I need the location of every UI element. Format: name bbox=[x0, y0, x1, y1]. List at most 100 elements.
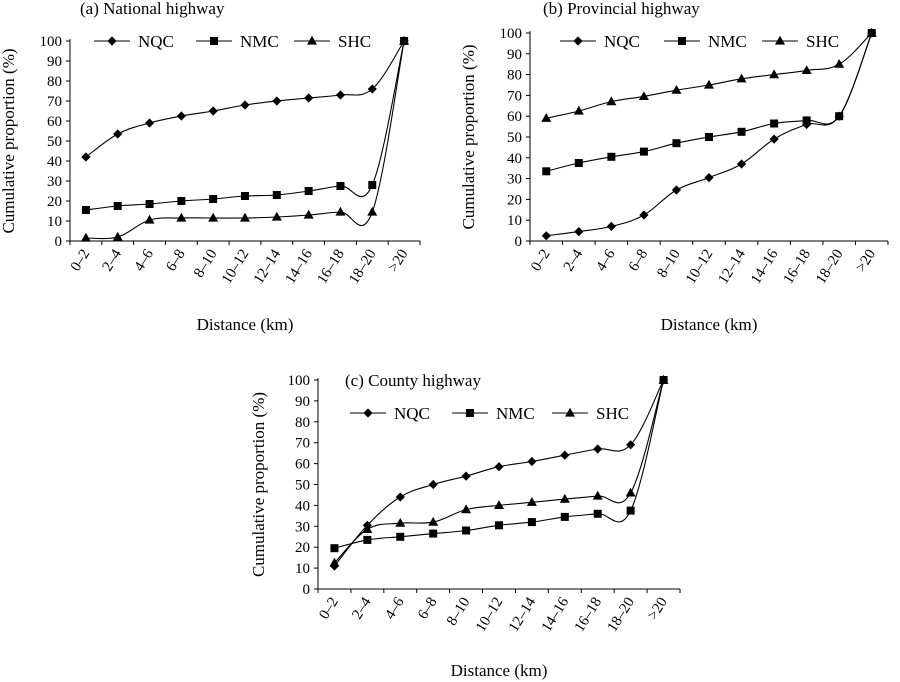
data-point bbox=[542, 167, 551, 176]
data-point bbox=[770, 119, 779, 128]
x-tick-label: 8–10 bbox=[654, 247, 683, 281]
legend-entry: NQC bbox=[350, 404, 430, 423]
y-tick-label: 10 bbox=[507, 213, 522, 229]
data-point bbox=[241, 192, 249, 200]
x-tick-label: 16–18 bbox=[572, 595, 605, 635]
data-point bbox=[737, 127, 746, 136]
x-tick-label: 4–6 bbox=[131, 246, 157, 274]
data-point bbox=[144, 214, 155, 224]
data-point bbox=[626, 440, 636, 450]
data-point bbox=[769, 69, 780, 79]
data-point bbox=[672, 139, 681, 148]
x-tick-label: 18–20 bbox=[813, 247, 846, 287]
legend-entry: NMC bbox=[452, 404, 535, 423]
series-shc bbox=[541, 27, 877, 122]
data-point bbox=[606, 96, 617, 106]
y-tick-label: 30 bbox=[507, 172, 522, 188]
x-tick-label: 10–12 bbox=[683, 247, 716, 287]
data-point bbox=[671, 85, 682, 94]
data-point bbox=[304, 187, 313, 195]
data-point bbox=[362, 524, 373, 533]
x-tick-label: 6–8 bbox=[163, 247, 188, 275]
x-tick-label: 14–16 bbox=[539, 594, 573, 635]
x-tick-label: >20 bbox=[853, 247, 879, 275]
x-tick-label: 2–4 bbox=[100, 246, 126, 274]
x-tick-label: 2–4 bbox=[561, 246, 587, 274]
y-tick-label: 20 bbox=[507, 192, 522, 208]
x-tick-label: 0–2 bbox=[316, 595, 341, 623]
y-tick-label: 20 bbox=[47, 194, 62, 210]
x-tick-label: 10–12 bbox=[473, 595, 506, 635]
y-tick-label: 40 bbox=[507, 151, 522, 167]
y-tick-label: 40 bbox=[47, 154, 62, 170]
data-point bbox=[495, 521, 503, 530]
y-tick-label: 0 bbox=[55, 234, 63, 250]
x-tick-label: >20 bbox=[385, 247, 411, 275]
data-point bbox=[494, 500, 504, 509]
data-point bbox=[336, 182, 345, 190]
y-tick-label: 90 bbox=[295, 394, 310, 410]
y-axis-label: Cumulative proportion (%) bbox=[249, 392, 268, 577]
data-point bbox=[769, 134, 779, 144]
legend-label: NQC bbox=[604, 32, 640, 51]
data-point bbox=[80, 232, 91, 242]
legend-marker bbox=[107, 36, 117, 46]
legend-label: SHC bbox=[806, 32, 839, 51]
data-point bbox=[560, 512, 569, 521]
data-point bbox=[462, 526, 471, 535]
data-point bbox=[835, 112, 844, 121]
data-point bbox=[428, 516, 439, 526]
legend-entry: SHC bbox=[552, 404, 629, 423]
x-tick-label: >20 bbox=[645, 595, 671, 623]
data-point bbox=[113, 129, 123, 139]
y-tick-label: 90 bbox=[47, 54, 62, 70]
data-point bbox=[526, 497, 537, 506]
y-axis-label: Cumulative proportion (%) bbox=[459, 44, 478, 229]
x-tick-label: 16–18 bbox=[314, 247, 347, 287]
legend-marker bbox=[307, 35, 317, 45]
legend-label: NMC bbox=[496, 404, 535, 423]
data-point bbox=[177, 197, 186, 205]
data-point bbox=[573, 105, 584, 115]
data-point bbox=[527, 456, 537, 467]
legend-marker bbox=[466, 409, 474, 417]
chart-panel: (a) National highway 0 10 20 30 40 50 60 70 80 90 1… bbox=[0, 0, 421, 334]
series-nqc bbox=[81, 36, 409, 162]
data-point bbox=[329, 557, 340, 567]
y-tick-label: 100 bbox=[288, 373, 311, 389]
x-tick-label: 8–10 bbox=[444, 595, 473, 629]
y-tick-label: 10 bbox=[47, 214, 62, 230]
data-point bbox=[396, 532, 405, 541]
data-point bbox=[461, 471, 471, 481]
data-point bbox=[607, 152, 616, 161]
data-point bbox=[705, 133, 713, 141]
data-point bbox=[704, 173, 714, 183]
chart-panel: (c) County highway 0 10 20 30 40 50 60 70 80 90 100… bbox=[249, 371, 681, 680]
legend-entry: SHC bbox=[762, 32, 839, 51]
x-axis-label: Distance (km) bbox=[661, 315, 758, 334]
y-tick-label: 30 bbox=[47, 174, 62, 190]
data-point bbox=[560, 450, 570, 460]
series-shc bbox=[80, 35, 410, 242]
data-point bbox=[626, 506, 635, 515]
data-point bbox=[639, 210, 649, 220]
legend-entry: NMC bbox=[664, 32, 747, 51]
legend-label: NQC bbox=[394, 404, 430, 423]
y-tick-label: 50 bbox=[507, 130, 522, 146]
legend-entry: SHC bbox=[294, 32, 371, 51]
y-tick-label: 80 bbox=[295, 415, 310, 431]
x-tick-label: 4–6 bbox=[382, 594, 408, 622]
data-point bbox=[368, 181, 377, 189]
legend-marker bbox=[565, 407, 575, 417]
series-line bbox=[334, 379, 665, 549]
legend-marker bbox=[210, 37, 218, 45]
data-point bbox=[240, 100, 250, 110]
data-point bbox=[335, 206, 346, 216]
y-tick-label: 0 bbox=[303, 582, 311, 598]
data-point bbox=[541, 231, 551, 241]
y-tick-label: 50 bbox=[295, 478, 310, 494]
y-tick-label: 70 bbox=[507, 88, 522, 104]
x-axis-label: Distance (km) bbox=[451, 661, 548, 680]
data-point bbox=[671, 185, 682, 195]
data-point bbox=[461, 504, 472, 514]
